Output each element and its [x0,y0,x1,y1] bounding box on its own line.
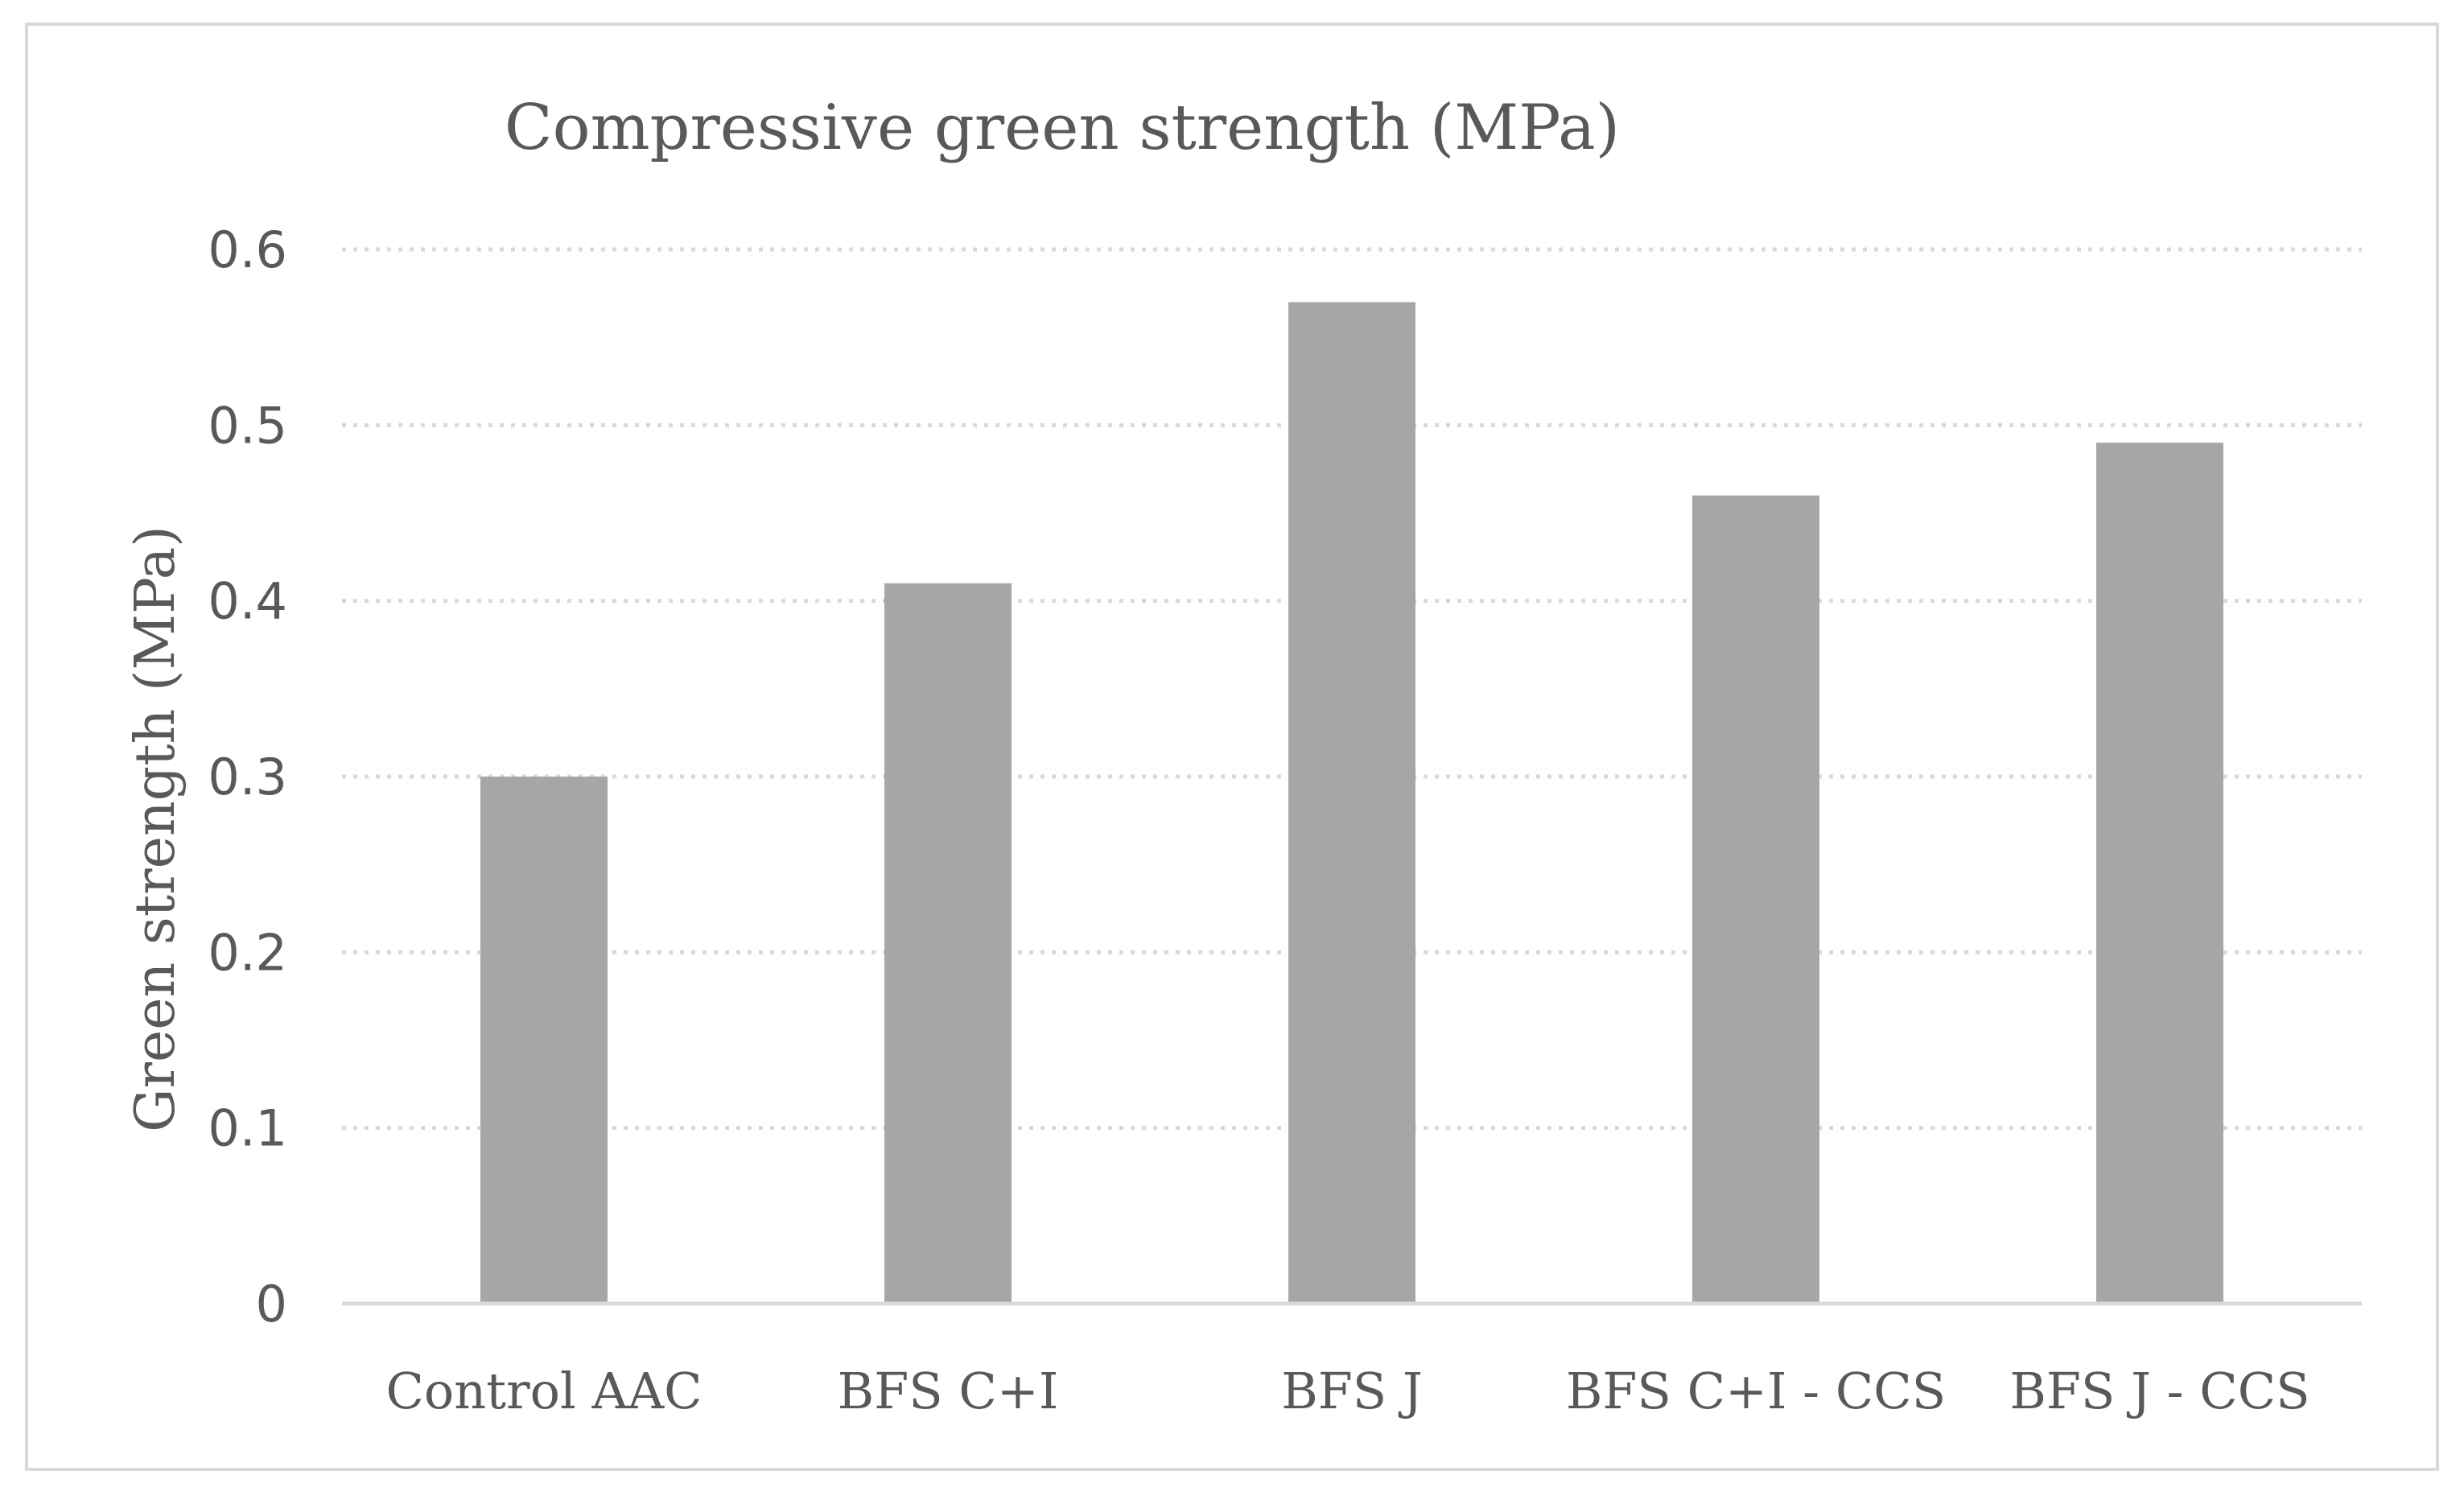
bars [480,302,2223,1304]
y-axis-title: Green strength (MPa) [124,525,187,1132]
x-tick-label: BFS J - CCS [2009,1362,2309,1420]
y-tick-label: 0.1 [208,1099,287,1158]
y-tick-label: 0.6 [208,220,287,279]
bar-2 [884,583,1012,1304]
bar-3 [1288,302,1415,1304]
x-tick-labels: Control AAC BFS C+I BFS J BFS C+I - CCS BFS … [385,1362,2309,1420]
bar-4 [1692,495,1819,1304]
bar-1 [480,777,608,1304]
y-tick-label: 0 [256,1275,287,1333]
x-tick-label: BFS C+I [838,1362,1059,1420]
chart-frame [25,23,2439,1471]
x-tick-label: BFS J [1281,1362,1423,1420]
y-tick-label: 0.2 [208,923,287,982]
bar-5 [2096,443,2223,1304]
y-tick-label: 0.5 [208,396,287,455]
y-tick-label: 0.4 [208,572,287,631]
x-tick-label: BFS C+I - CCS [1566,1362,1946,1420]
y-tick-label: 0.3 [208,748,287,806]
y-tick-labels: 0 0.1 0.2 0.3 0.4 0.5 0.6 [208,220,287,1333]
x-tick-label: Control AAC [385,1362,702,1420]
chart-title: Compressive green strength (MPa) [505,92,1620,164]
